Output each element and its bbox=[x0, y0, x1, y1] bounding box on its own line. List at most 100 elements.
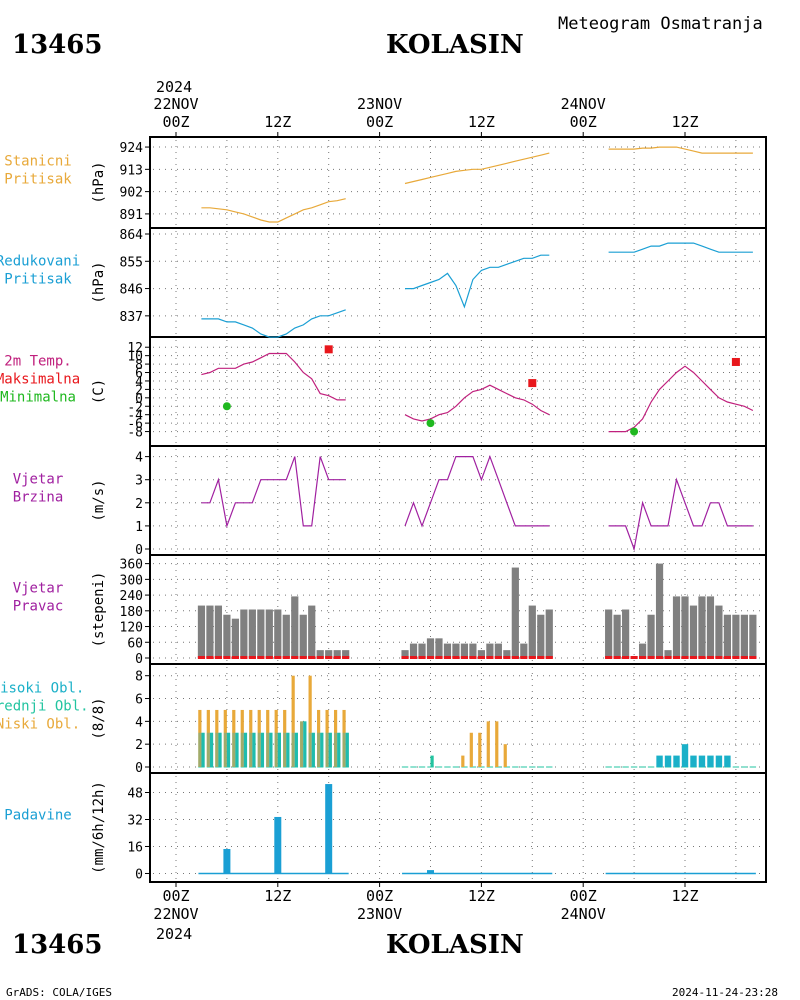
mid-cloud-bar bbox=[277, 732, 281, 767]
wind-direction-base bbox=[511, 656, 519, 659]
wind-direction-bar bbox=[231, 618, 239, 658]
mid-cloud-bar bbox=[243, 732, 248, 767]
wind-direction-bar bbox=[477, 650, 485, 658]
wind-direction-base bbox=[520, 656, 528, 659]
panel-stp: 891 902 913 924 bbox=[120, 141, 763, 223]
high-cloud-bar bbox=[274, 732, 281, 767]
wind-direction-base bbox=[435, 656, 443, 659]
wind-direction-base bbox=[248, 656, 256, 659]
wind-direction-bar bbox=[248, 609, 256, 658]
wind-direction-base bbox=[316, 656, 324, 659]
min-temp-point bbox=[426, 419, 435, 428]
wind-direction-base bbox=[630, 656, 638, 659]
wind-direction-bar bbox=[452, 643, 460, 658]
wind-direction-bar bbox=[706, 596, 715, 658]
wind-direction-base bbox=[426, 656, 435, 659]
high-cloud-bar bbox=[215, 732, 222, 767]
wind-direction-base bbox=[291, 656, 299, 659]
bottom-time-tick-label: 12Z bbox=[468, 887, 495, 905]
y-tick-label-temp: -2 bbox=[127, 400, 143, 415]
mid-cloud-bar bbox=[226, 732, 231, 767]
low-cloud-bar bbox=[317, 709, 321, 767]
wind-direction-bar bbox=[291, 596, 299, 658]
y-tick-label-temp: -4 bbox=[127, 409, 143, 424]
series-line-temp bbox=[608, 365, 754, 433]
series-line-wind bbox=[201, 456, 346, 529]
wind-direction-base bbox=[723, 656, 732, 659]
top-year-label: 2024 bbox=[156, 78, 192, 96]
panel-label-temp: Maksimalna bbox=[0, 372, 80, 388]
high-cloud-bar bbox=[690, 755, 697, 767]
panel-label-precip: Padavine bbox=[4, 808, 71, 824]
panel-label-rp: Pritisak bbox=[4, 272, 72, 288]
wind-direction-bar bbox=[613, 614, 621, 658]
bottom-time-tick-label: 00Z bbox=[570, 887, 597, 905]
panel-wind: 0 1 2 3 4 bbox=[135, 451, 763, 558]
low-cloud-bar bbox=[300, 721, 304, 767]
wind-direction-bar bbox=[265, 609, 273, 658]
wind-direction-bar bbox=[749, 614, 757, 658]
panel-label-temp: 2m Temp. bbox=[4, 354, 71, 370]
y-tick-label-cloud: 0 bbox=[135, 761, 143, 776]
low-cloud-bar bbox=[461, 755, 465, 767]
bottom-date-label: 23NOV bbox=[357, 905, 402, 923]
wind-direction-bar bbox=[460, 643, 469, 658]
high-cloud-bar bbox=[673, 755, 680, 767]
low-cloud-bar bbox=[325, 709, 329, 767]
mid-cloud-bar bbox=[218, 732, 222, 767]
high-cloud-bar bbox=[664, 755, 672, 767]
wind-direction-base bbox=[299, 656, 307, 659]
wind-direction-base bbox=[265, 656, 273, 659]
panel-unit-temp: (C) bbox=[91, 379, 107, 404]
high-cloud-bar bbox=[249, 732, 256, 767]
wind-direction-bar bbox=[308, 605, 316, 658]
panel-unit-precip: (mm/6h/12h) bbox=[91, 781, 107, 874]
wind-direction-base bbox=[409, 656, 418, 659]
wind-direction-base bbox=[197, 656, 206, 659]
wind-direction-base bbox=[689, 656, 698, 659]
high-cloud-bar bbox=[291, 732, 298, 767]
max-temp-point bbox=[528, 379, 537, 388]
y-tick-label-rp: 864 bbox=[120, 228, 144, 243]
panel-precip: 0 16 32 48 bbox=[127, 784, 763, 882]
wind-direction-bar bbox=[732, 614, 740, 658]
y-tick-label-wind: 3 bbox=[135, 474, 143, 489]
panel-label-wdir: Pravac bbox=[13, 599, 64, 615]
footer-credit: GrADS: COLA/IGES bbox=[6, 986, 112, 999]
panel-label-rp: Redukovani bbox=[0, 254, 80, 270]
wind-direction-bar bbox=[605, 609, 613, 658]
y-tick-label-wind: 0 bbox=[135, 543, 143, 558]
wind-direction-base bbox=[477, 656, 485, 659]
panel-unit-wind: (m/s) bbox=[91, 479, 107, 521]
y-tick-label-temp: 12 bbox=[127, 341, 143, 356]
wind-direction-base bbox=[613, 656, 621, 659]
wind-direction-bar bbox=[486, 643, 494, 658]
wind-direction-bar bbox=[503, 650, 511, 658]
mid-cloud-bar bbox=[252, 732, 256, 767]
y-tick-label-cloud: 6 bbox=[135, 693, 143, 708]
series-line-temp bbox=[201, 352, 346, 401]
y-tick-label-temp: 10 bbox=[127, 350, 143, 365]
wind-direction-bar bbox=[537, 614, 545, 658]
station-name-bottom: KOLASIN bbox=[386, 930, 524, 960]
wind-direction-base bbox=[325, 656, 333, 659]
wind-direction-base bbox=[503, 656, 511, 659]
wind-direction-base bbox=[528, 656, 536, 659]
low-cloud-bar bbox=[206, 709, 210, 767]
wind-direction-base bbox=[443, 656, 452, 659]
wind-direction-bar bbox=[638, 643, 647, 658]
wind-direction-base bbox=[342, 656, 350, 659]
wind-direction-bar bbox=[655, 563, 664, 658]
wind-direction-bar bbox=[333, 650, 341, 658]
mid-cloud-bar bbox=[294, 732, 298, 767]
low-cloud-bar bbox=[486, 721, 490, 767]
mid-cloud-bar bbox=[337, 732, 341, 767]
y-tick-label-cloud: 4 bbox=[135, 715, 143, 730]
y-tick-label-wdir: 180 bbox=[120, 605, 143, 620]
series-line-temp bbox=[404, 384, 550, 422]
high-cloud-bar bbox=[257, 732, 265, 767]
wind-direction-base bbox=[672, 656, 681, 659]
